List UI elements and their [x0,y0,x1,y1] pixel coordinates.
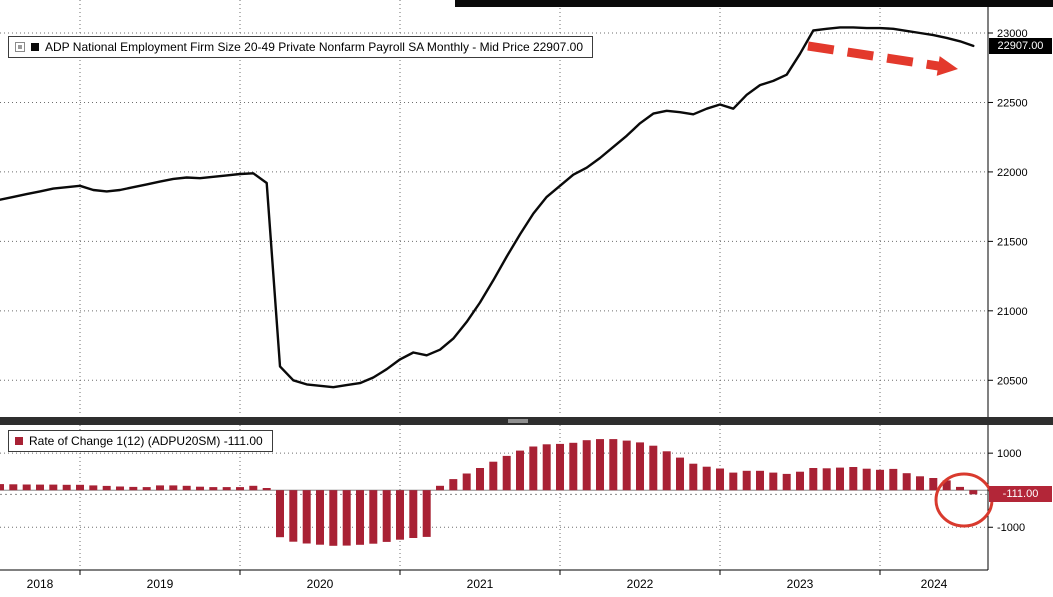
legend-top-panel[interactable]: ADP National Employment Firm Size 20-49 … [8,36,594,58]
svg-text:2021: 2021 [467,577,494,591]
right-axis-labels: 20500 21000 21500 22000 22500 23000 -1000 1000 [988,28,1028,534]
line-series-swatch [31,43,39,51]
window-chrome-strip [455,0,1053,7]
svg-text:-1000: -1000 [997,522,1025,534]
highlight-circle-annotation [934,472,994,528]
bar-series-label: Rate of Change 1(12) (ADPU20SM) -111.00 [29,434,263,448]
svg-text:21500: 21500 [997,236,1028,248]
last-price-tag: 22907.00 [989,37,1052,54]
svg-text:2018: 2018 [27,577,54,591]
line-series-label: ADP National Employment Firm Size 20-49 … [45,40,584,54]
svg-text:2019: 2019 [147,577,174,591]
roc-bars [0,439,978,546]
svg-text:2023: 2023 [787,577,814,591]
svg-text:22500: 22500 [997,97,1028,109]
svg-text:1000: 1000 [997,448,1021,460]
svg-text:2020: 2020 [307,577,334,591]
payroll-line-series [0,26,975,389]
legend-bottom-panel[interactable]: Rate of Change 1(12) (ADPU20SM) -111.00 [8,430,273,452]
splitter-grip-icon[interactable] [508,419,528,423]
svg-text:23000: 23000 [997,28,1028,40]
legend-toggle-square-icon[interactable] [15,42,25,52]
svg-text:2024: 2024 [921,577,948,591]
axes [0,7,989,575]
panel-splitter[interactable] [0,417,1053,425]
svg-text:20500: 20500 [997,375,1028,387]
svg-text:2022: 2022 [627,577,654,591]
bar-series-swatch [15,437,23,445]
last-roc-tag: -111.00 [989,486,1052,503]
grid [0,0,988,568]
trend-arrow-annotation [807,41,958,76]
svg-text:22000: 22000 [997,167,1028,179]
svg-text:21000: 21000 [997,306,1028,318]
x-axis-year-labels: 2018 2019 2020 2021 2022 2023 2024 [27,577,948,591]
